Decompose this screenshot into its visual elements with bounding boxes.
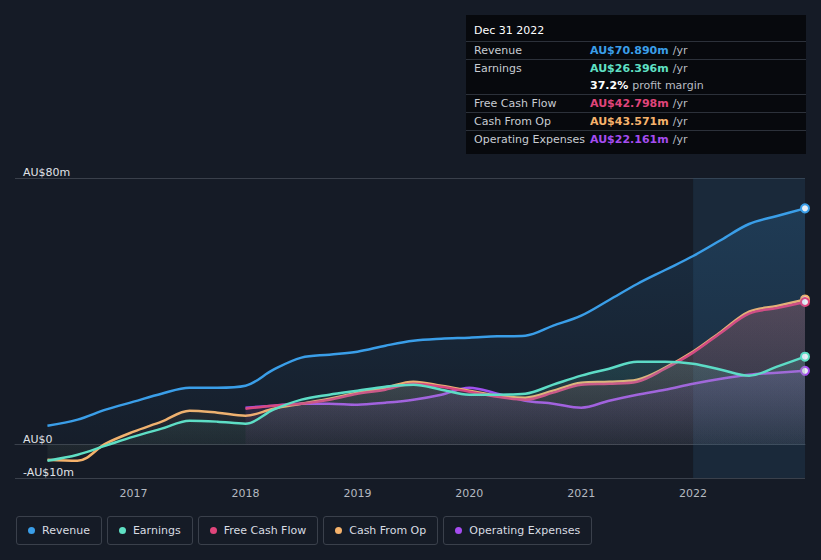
html-text:Earnings: Earnings [132,524,181,537]
svg-text:2022: 2022 [679,487,707,500]
html-text:Earnings: Earnings [474,62,522,75]
html-text:Operating Expenses: Operating Expenses [474,133,585,146]
html-text:AU$22.161m /yr: AU$22.161m /yr [590,133,688,146]
svg-text:AU$80m: AU$80m [23,166,70,179]
svg-text:2018: 2018 [232,487,260,500]
svg-text:AU$0: AU$0 [23,432,53,446]
html-text:Revenue: Revenue [474,44,522,57]
html-text:Dec 31 2022: Dec 31 2022 [474,24,545,37]
html-text:Cash From Op: Cash From Op [474,115,551,128]
html-text:AU$43.571m /yr: AU$43.571m /yr [590,115,688,128]
html-text:AU$70.890m /yr: AU$70.890m /yr [590,44,688,57]
html-text:Free Cash Flow: Free Cash Flow [223,524,307,537]
html-text:Operating Expenses: Operating Expenses [469,524,581,537]
svg-text:2020: 2020 [455,487,483,500]
svg-text:2021: 2021 [567,487,595,500]
svg-text:2019: 2019 [343,487,371,500]
html-text:AU$26.396m /yr: AU$26.396m /yr [590,62,688,75]
svg-text:-AU$10m: -AU$10m [23,466,74,479]
html-text:Free Cash Flow: Free Cash Flow [474,97,557,110]
html-text:AU$42.798m /yr: AU$42.798m /yr [590,97,688,110]
html-text:Cash From Op: Cash From Op [349,524,427,537]
html-text:Revenue: Revenue [42,524,90,537]
svg-text:2017: 2017 [120,487,148,500]
html-text:37.2% profit margin: 37.2% profit margin [590,79,704,92]
